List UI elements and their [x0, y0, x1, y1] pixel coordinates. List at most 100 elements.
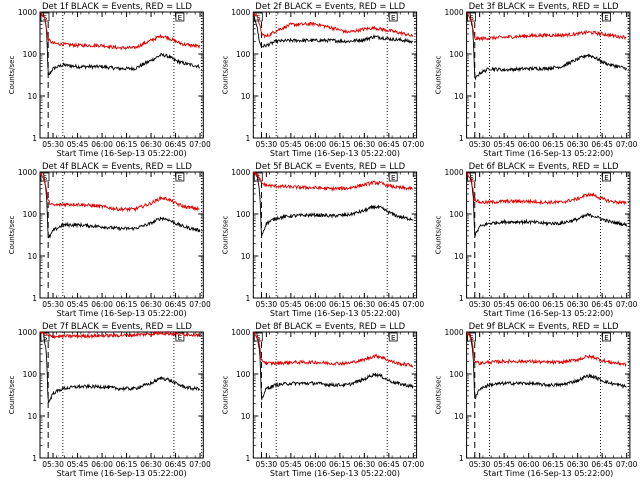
- end-marker-label: E: [178, 14, 182, 22]
- x-tick-label: 05:45: [493, 460, 515, 469]
- plot-frame: [39, 11, 204, 139]
- y-tick-label: 10: [241, 252, 251, 261]
- lld-series-line: [466, 11, 627, 42]
- x-tick-label: 06:45: [591, 140, 613, 149]
- y-tick-label: 1: [246, 294, 251, 303]
- y-tick-label: 1000: [231, 168, 250, 177]
- y-tick-label: 10: [27, 412, 37, 421]
- start-marker-label: S: [43, 174, 48, 182]
- y-tick-label: 100: [236, 50, 251, 59]
- y-tick-label: 1000: [18, 168, 37, 177]
- x-tick-label: 06:45: [165, 140, 187, 149]
- plot-frame: [252, 171, 418, 299]
- x-tick-label: 06:45: [378, 140, 400, 149]
- panel-title: Det 8f BLACK = Events, RED = LLD: [255, 322, 405, 332]
- detector-panel: Det 8f BLACK = Events, RED = LLD 1 10 100 10…: [221, 322, 424, 478]
- detector-panel: Det 9f BLACK = Events, RED = LLD 1 10 100 10…: [435, 322, 638, 478]
- events-series-line: [42, 333, 200, 403]
- y-tick-label: 100: [449, 210, 464, 219]
- panel-title: Det 2f BLACK = Events, RED = LLD: [255, 2, 405, 12]
- start-marker-label: S: [256, 14, 261, 22]
- plot-frame: [39, 171, 204, 299]
- y-tick-label: 10: [454, 252, 464, 261]
- x-tick-label: 07:00: [616, 460, 638, 469]
- x-tick-label: 06:30: [354, 300, 376, 309]
- x-tick-label: 06:45: [165, 300, 187, 309]
- y-tick-label: 10: [241, 412, 251, 421]
- x-tick-label: 05:45: [67, 460, 89, 469]
- x-tick-label: 07:00: [189, 460, 211, 469]
- y-tick-label: 10: [241, 92, 251, 101]
- events-series-line: [469, 12, 627, 81]
- end-marker-box: [602, 172, 611, 182]
- events-series-line: [256, 171, 414, 237]
- lld-series-line: [39, 172, 200, 213]
- detector-panel: Det 1f BLACK = Events, RED = LLD 1 10 100 10…: [8, 2, 211, 158]
- events-series-line: [469, 331, 627, 400]
- x-tick-label: 06:15: [329, 460, 351, 469]
- end-marker-box: [388, 12, 398, 22]
- x-tick-label: 05:45: [493, 300, 515, 309]
- detector-panel: Det 4f BLACK = Events, RED = LLD 1 10 100 10…: [8, 162, 211, 318]
- x-axis-label: Start Time (16-Sep-13 05:22:00): [270, 469, 400, 478]
- lld-series-line: [39, 330, 200, 340]
- x-axis-label: Start Time (16-Sep-13 05:22:00): [57, 149, 187, 158]
- y-tick-label: 1000: [18, 328, 37, 337]
- y-tick-label: 100: [449, 370, 464, 379]
- y-tick-label: 10: [27, 252, 37, 261]
- y-tick-label: 1: [32, 134, 37, 143]
- y-axis-label: Counts/sec: [435, 216, 443, 255]
- x-tick-label: 07:00: [616, 140, 638, 149]
- x-tick-label: 06:15: [116, 460, 138, 469]
- plot-frame: [39, 331, 204, 459]
- y-tick-label: 1: [32, 294, 37, 303]
- panel-title: Det 1f BLACK = Events, RED = LLD: [42, 2, 192, 12]
- panel-title: Det 4f BLACK = Events, RED = LLD: [42, 162, 192, 172]
- x-tick-label: 05:45: [280, 140, 302, 149]
- x-axis-label: Start Time (16-Sep-13 05:22:00): [483, 469, 613, 478]
- x-tick-label: 06:45: [378, 460, 400, 469]
- x-axis-label: Start Time (16-Sep-13 05:22:00): [57, 309, 187, 318]
- y-tick-label: 10: [27, 92, 37, 101]
- x-tick-label: 06:15: [329, 300, 351, 309]
- y-tick-label: 1000: [445, 168, 464, 177]
- x-axis-label: Start Time (16-Sep-13 05:22:00): [270, 149, 400, 158]
- y-tick-label: 1: [459, 294, 464, 303]
- events-series-line: [42, 173, 201, 239]
- x-tick-label: 06:30: [354, 140, 376, 149]
- y-tick-label: 1000: [445, 8, 464, 17]
- x-tick-label: 07:00: [403, 140, 425, 149]
- detector-panel: Det 7f BLACK = Events, RED = LLD 1 10 100 10…: [8, 322, 211, 478]
- end-marker-label: E: [391, 14, 395, 22]
- x-tick-label: 05:30: [256, 300, 278, 309]
- start-marker-label: S: [256, 334, 261, 342]
- x-tick-label: 06:00: [91, 140, 113, 149]
- x-tick-label: 05:30: [256, 140, 278, 149]
- x-tick-label: 05:30: [42, 140, 64, 149]
- y-tick-label: 1: [32, 454, 37, 463]
- y-tick-label: 1000: [231, 328, 250, 337]
- y-tick-label: 10: [454, 412, 464, 421]
- start-marker-label: S: [43, 334, 48, 342]
- y-axis-label: Counts/sec: [435, 376, 443, 415]
- y-tick-label: 10: [454, 92, 464, 101]
- end-marker-label: E: [604, 334, 608, 342]
- end-marker-box: [175, 172, 185, 182]
- x-tick-label: 06:30: [140, 460, 162, 469]
- x-tick-label: 05:45: [493, 140, 515, 149]
- x-tick-label: 06:15: [116, 300, 138, 309]
- start-marker-label: S: [469, 14, 474, 22]
- y-tick-label: 1000: [445, 328, 464, 337]
- x-tick-label: 06:00: [91, 300, 113, 309]
- end-marker-box: [175, 12, 185, 22]
- x-tick-label: 06:45: [591, 460, 613, 469]
- lld-series-line: [466, 171, 627, 206]
- start-marker-label: S: [43, 14, 48, 22]
- x-tick-label: 05:30: [256, 460, 278, 469]
- y-axis-label: Counts/sec: [435, 56, 443, 95]
- x-tick-label: 05:30: [469, 460, 491, 469]
- y-tick-label: 1000: [18, 8, 37, 17]
- x-tick-label: 07:00: [189, 300, 211, 309]
- x-axis-label: Start Time (16-Sep-13 05:22:00): [483, 149, 613, 158]
- end-marker-box: [602, 332, 611, 342]
